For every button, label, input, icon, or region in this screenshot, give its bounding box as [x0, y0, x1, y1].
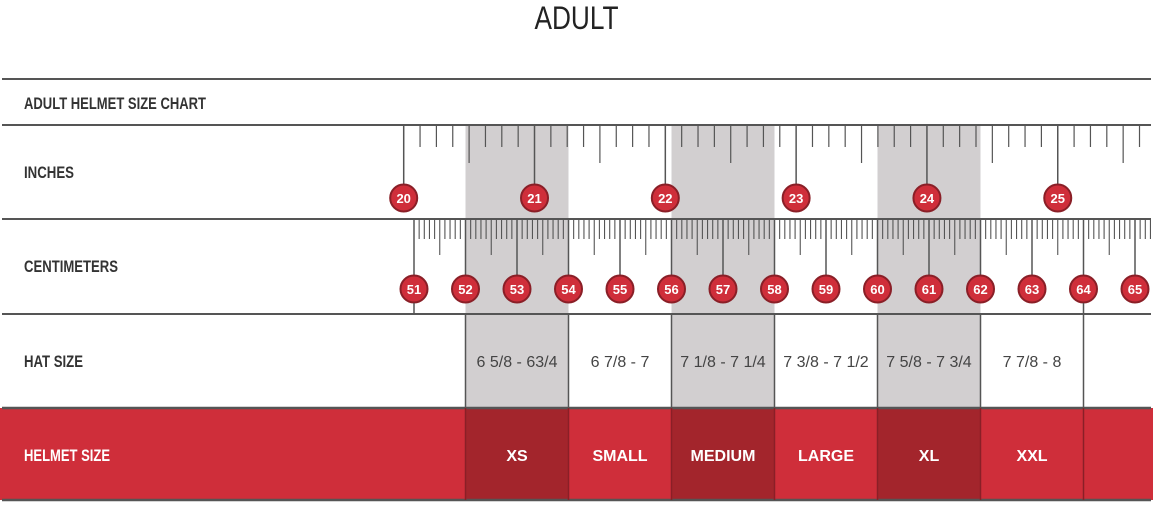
inch-marker-21-circle [520, 183, 550, 213]
inch-marker-20-label: 20 [396, 191, 410, 206]
inch-marker-25-circle [1043, 183, 1073, 213]
cm-marker-56-label: 56 [664, 282, 678, 297]
cm-marker-65-circle [1120, 274, 1150, 304]
helmet-size-cell-5: XXL [1016, 448, 1047, 465]
hat-size-cell-5: 7 7/8 - 8 [1003, 354, 1062, 371]
cm-marker-61-circle [914, 274, 944, 304]
cm-marker-58-circle [760, 274, 789, 304]
cm-marker-55-label: 55 [613, 282, 627, 297]
cm-marker-56-circle [657, 274, 686, 304]
cm-marker-52-label: 52 [458, 282, 472, 297]
row-label-hat-size: HAT SIZE [24, 352, 83, 371]
helmet-dark-cell-4 [877, 408, 981, 500]
cm-marker-63-label: 63 [1025, 282, 1039, 297]
cm-marker-55-circle [605, 274, 635, 304]
cm-marker-59-circle [811, 274, 841, 304]
grid-lines [2, 78, 1151, 502]
cm-marker-62-label: 62 [973, 282, 987, 297]
helmet-size-cell-3: LARGE [798, 448, 854, 465]
hat-size-cell-3: 7 3/8 - 7 1/2 [783, 354, 868, 371]
cm-marker-62-circle [966, 274, 995, 304]
inch-marker-21-label: 21 [527, 191, 541, 206]
cm-marker-65-label: 65 [1128, 282, 1142, 297]
row-label-centimeters: CENTIMETERS [24, 257, 118, 276]
cm-marker-59-label: 59 [819, 282, 833, 297]
helmet-dark-cell-0 [465, 408, 569, 500]
hat-size-cell-4: 7 5/8 - 7 3/4 [886, 354, 971, 371]
cm-marker-64-circle [1069, 274, 1098, 304]
cm-marker-54-circle [554, 274, 583, 304]
helmet-size-cell-1: SMALL [592, 448, 647, 465]
inch-marker-22-label: 22 [658, 191, 672, 206]
ruler-markers: 20 21 22 23 24 25 51 52 53 54 55 56 57 58 59 60 61 62 63 64… [389, 125, 1150, 314]
cm-marker-58-label: 58 [767, 282, 781, 297]
cm-marker-53-circle [502, 274, 532, 304]
inch-marker-23-label: 23 [789, 191, 803, 206]
cm-marker-57-label: 57 [716, 282, 730, 297]
hat-size-cell-0: 6 5/8 - 63/4 [477, 354, 558, 371]
ruler-ticks [418, 125, 1151, 255]
cm-marker-57-circle [708, 274, 738, 304]
helmet-size-cell-4: XL [919, 448, 940, 465]
inch-marker-24-circle [912, 183, 942, 213]
inch-marker-24-label: 24 [920, 191, 935, 206]
cm-marker-60-circle [863, 274, 892, 304]
inch-marker-20-circle [389, 183, 419, 213]
helmet-dark-cell-2 [671, 408, 775, 500]
size-cells: 6 5/8 - 63/4 XS 6 7/8 - 7 SMALL 7 1/8 - 7 1/… [477, 354, 1062, 465]
helmet-size-cell-2: MEDIUM [691, 448, 756, 465]
cm-marker-63-circle [1017, 274, 1047, 304]
cm-marker-60-label: 60 [870, 282, 884, 297]
cm-marker-64-label: 64 [1076, 282, 1091, 297]
cm-marker-61-label: 61 [922, 282, 936, 297]
row-label-helmet-size: HELMET SIZE [24, 446, 110, 465]
page-title: ADULT [534, 0, 619, 36]
inch-marker-25-label: 25 [1051, 191, 1065, 206]
cm-marker-51-label: 51 [407, 282, 421, 297]
helmet-dark-columns [465, 408, 981, 500]
cm-marker-53-label: 53 [510, 282, 524, 297]
inch-marker-22-circle [650, 183, 680, 213]
chart-title: ADULT HELMET SIZE CHART [24, 94, 206, 113]
inch-marker-23-circle [781, 183, 811, 213]
cm-marker-51-circle [399, 274, 429, 304]
hat-size-cell-1: 6 7/8 - 7 [591, 354, 650, 371]
cm-marker-54-label: 54 [561, 282, 576, 297]
row-label-inches: INCHES [24, 163, 74, 182]
helmet-size-cell-0: XS [506, 448, 528, 465]
cm-marker-52-circle [451, 274, 480, 304]
hat-size-cell-2: 7 1/8 - 7 1/4 [680, 354, 765, 371]
